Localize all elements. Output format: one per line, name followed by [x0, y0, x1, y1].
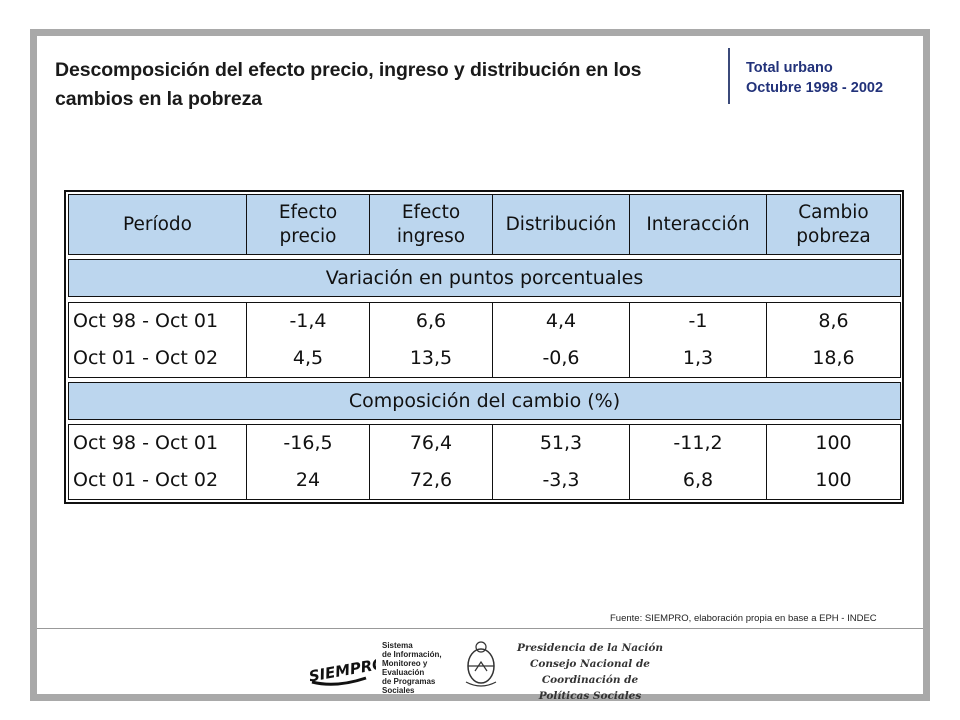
row-label: Oct 01 - Oct 02 [68, 339, 247, 378]
cell-efecto-precio: -1,4 [246, 301, 370, 340]
header-cell-distribucion: Distribución [492, 193, 630, 256]
footer-divider [37, 628, 923, 629]
row-label: Oct 01 - Oct 02 [68, 461, 247, 500]
cell-cambio-pobreza: 100 [766, 461, 901, 500]
table-row: Oct 01 - Oct 02 24 72,6 -3,3 6,8 100 [68, 461, 901, 500]
cell-distribucion: 51,3 [492, 423, 630, 462]
table-gap [68, 376, 901, 383]
row-label: Oct 98 - Oct 01 [68, 301, 247, 340]
presidencia-caption: Presidencia de la Nación Consejo Naciona… [516, 642, 664, 702]
source-note: Fuente: SIEMPRO, elaboración propia en b… [610, 613, 877, 624]
cell-interaccion: -11,2 [629, 423, 767, 462]
cell-efecto-precio: 24 [246, 461, 370, 500]
table-header-row: Período Efecto precio Efecto ingreso Distr… [68, 193, 901, 256]
title-divider [728, 48, 730, 104]
header-cell-cambio-pobreza: Cambio pobreza [766, 193, 901, 256]
cell-efecto-ingreso: 6,6 [369, 301, 493, 340]
cell-distribucion: -0,6 [492, 339, 630, 378]
poverty-decomposition-table: Período Efecto precio Efecto ingreso Distr… [64, 190, 904, 504]
coat-of-arms-icon [465, 641, 497, 687]
cell-cambio-pobreza: 8,6 [766, 301, 901, 340]
cell-efecto-ingreso: 76,4 [369, 423, 493, 462]
cell-interaccion: -1 [629, 301, 767, 340]
table-gap [68, 254, 901, 261]
subtitle-line-2: Octubre 1998 - 2002 [746, 80, 884, 96]
siempro-caption: Sistema de Información, Monitoreo y Eval… [382, 641, 442, 695]
table-row: Oct 98 - Oct 01 -1,4 6,6 4,4 -1 8,6 [68, 301, 901, 340]
header-cell-interaccion: Interacción [629, 193, 767, 256]
cell-efecto-precio: 4,5 [246, 339, 370, 378]
cell-efecto-ingreso: 72,6 [369, 461, 493, 500]
slide-title: Descomposición del efecto precio, ingres… [55, 59, 642, 110]
cell-interaccion: 6,8 [629, 461, 767, 500]
cell-interaccion: 1,3 [629, 339, 767, 378]
subtitle-line-1: Total urbano [746, 60, 833, 76]
table-row: Oct 01 - Oct 02 4,5 13,5 -0,6 1,3 18,6 [68, 339, 901, 378]
header-cell-efecto-ingreso: Efecto ingreso [369, 193, 493, 256]
table-gap [68, 296, 901, 303]
cell-cambio-pobreza: 100 [766, 423, 901, 462]
cell-cambio-pobreza: 18,6 [766, 339, 901, 378]
cell-distribucion: -3,3 [492, 461, 630, 500]
cell-distribucion: 4,4 [492, 301, 630, 340]
table-row: Oct 98 - Oct 01 -16,5 76,4 51,3 -11,2 10… [68, 423, 901, 462]
header-cell-efecto-precio: Efecto precio [246, 193, 370, 256]
slide-subtitle: Total urbano Octubre 1998 - 2002 [746, 58, 883, 98]
header-cell-periodo: Período [68, 193, 247, 256]
cell-efecto-ingreso: 13,5 [369, 339, 493, 378]
section-band-composicion: Composición del cambio (%) [68, 381, 901, 420]
siempro-wordmark: SIEMPRO [307, 654, 376, 685]
siempro-logo-icon: SIEMPRO [307, 654, 376, 686]
table-gap [68, 418, 901, 426]
section-band-variacion: Variación en puntos porcentuales [68, 259, 901, 298]
row-label: Oct 98 - Oct 01 [68, 423, 247, 462]
cell-efecto-precio: -16,5 [246, 423, 370, 462]
